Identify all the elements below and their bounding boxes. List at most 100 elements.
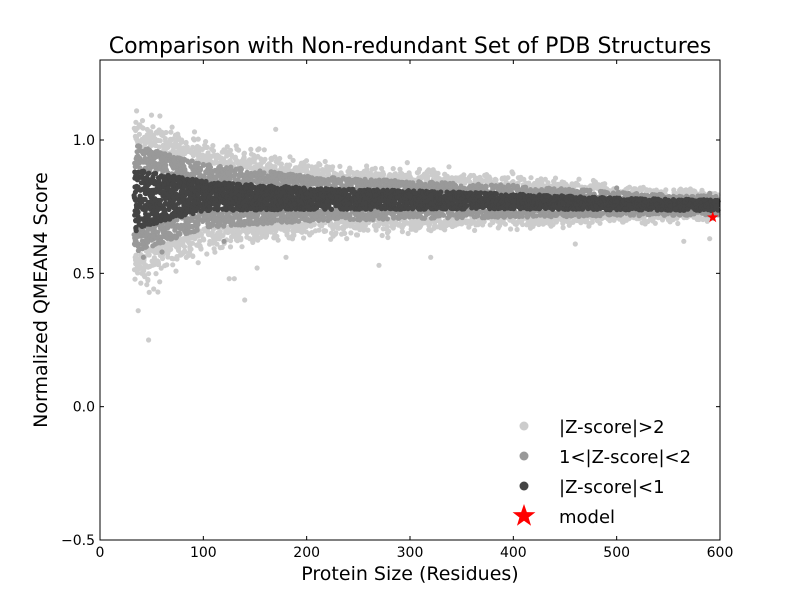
data-point [365, 227, 371, 233]
data-point [256, 146, 262, 152]
data-point [344, 236, 350, 242]
data-point [221, 238, 227, 244]
outlier-point [242, 297, 248, 303]
data-point [164, 145, 170, 151]
outlier-point [155, 289, 161, 295]
data-point [200, 161, 206, 168]
data-point [262, 156, 268, 162]
data-point [528, 175, 534, 181]
data-point [372, 165, 378, 171]
outlier-point [273, 126, 279, 132]
data-point [311, 221, 317, 227]
data-point [446, 164, 452, 170]
data-point [210, 143, 216, 149]
data-point [163, 129, 169, 136]
data-point [144, 282, 150, 288]
outlier-point [226, 276, 232, 282]
data-point [290, 157, 296, 163]
data-point [323, 228, 329, 234]
data-point [250, 239, 256, 245]
data-point [190, 253, 196, 259]
chart-title: Comparison with Non-redundant Set of PDB… [109, 34, 712, 59]
data-point [164, 262, 170, 268]
data-point [138, 264, 144, 270]
outlier-point [141, 134, 147, 140]
data-point [493, 177, 499, 183]
data-point [287, 154, 293, 160]
data-point [614, 185, 620, 191]
data-point [189, 240, 196, 246]
data-point [278, 161, 284, 167]
data-point [135, 270, 141, 276]
data-point [133, 119, 139, 125]
data-point [509, 169, 515, 175]
data-point [201, 237, 207, 243]
data-point [236, 147, 242, 153]
data-point [170, 256, 176, 262]
data-point [211, 246, 217, 252]
data-point [195, 160, 201, 166]
data-point [384, 216, 390, 222]
data-point [227, 147, 234, 153]
outlier-point [179, 137, 185, 143]
data-point [217, 229, 223, 235]
data-point [602, 181, 608, 187]
data-point [194, 227, 200, 233]
data-point [406, 171, 412, 177]
data-point [238, 237, 244, 243]
data-point [707, 190, 713, 196]
outlier-point [146, 337, 152, 343]
data-point [173, 268, 179, 274]
data-point [149, 150, 155, 156]
data-point [227, 244, 234, 250]
data-point [316, 227, 322, 233]
data-point [514, 226, 520, 233]
data-point [272, 164, 278, 170]
outlier-point [428, 254, 434, 260]
data-point [576, 176, 582, 182]
data-point [157, 138, 163, 144]
data-point [472, 227, 478, 233]
outlier-point [376, 262, 382, 268]
data-point [155, 259, 161, 265]
data-point [146, 170, 152, 176]
data-point [204, 144, 210, 150]
data-point [275, 237, 281, 243]
data-point [146, 271, 152, 277]
data-point [177, 231, 183, 237]
data-point [168, 129, 174, 135]
data-point [188, 246, 194, 252]
data-point [175, 131, 181, 137]
data-point [182, 212, 188, 218]
data-point [195, 136, 201, 142]
data-point [191, 129, 198, 135]
data-point [146, 289, 152, 295]
data-point [325, 171, 331, 177]
data-point [333, 230, 339, 236]
scatter-points [131, 108, 721, 343]
data-point [133, 156, 139, 162]
series-zscore-gt-2 [131, 108, 721, 343]
data-point [224, 144, 230, 150]
data-point [277, 155, 283, 162]
data-point [160, 239, 166, 245]
data-point [317, 162, 323, 168]
data-point [385, 234, 391, 241]
data-point [301, 235, 307, 241]
data-point [508, 226, 514, 232]
data-point [148, 129, 154, 135]
data-point [195, 153, 201, 159]
data-point [205, 150, 211, 156]
data-point [663, 187, 669, 193]
data-point [552, 175, 559, 181]
data-point [168, 246, 174, 252]
data-point [505, 175, 511, 181]
data-point [304, 177, 310, 183]
data-point [416, 166, 423, 172]
data-point [136, 131, 142, 137]
data-point [169, 124, 175, 130]
data-point [153, 271, 159, 277]
data-point [183, 140, 189, 146]
data-point [322, 158, 328, 165]
data-point [287, 162, 293, 168]
